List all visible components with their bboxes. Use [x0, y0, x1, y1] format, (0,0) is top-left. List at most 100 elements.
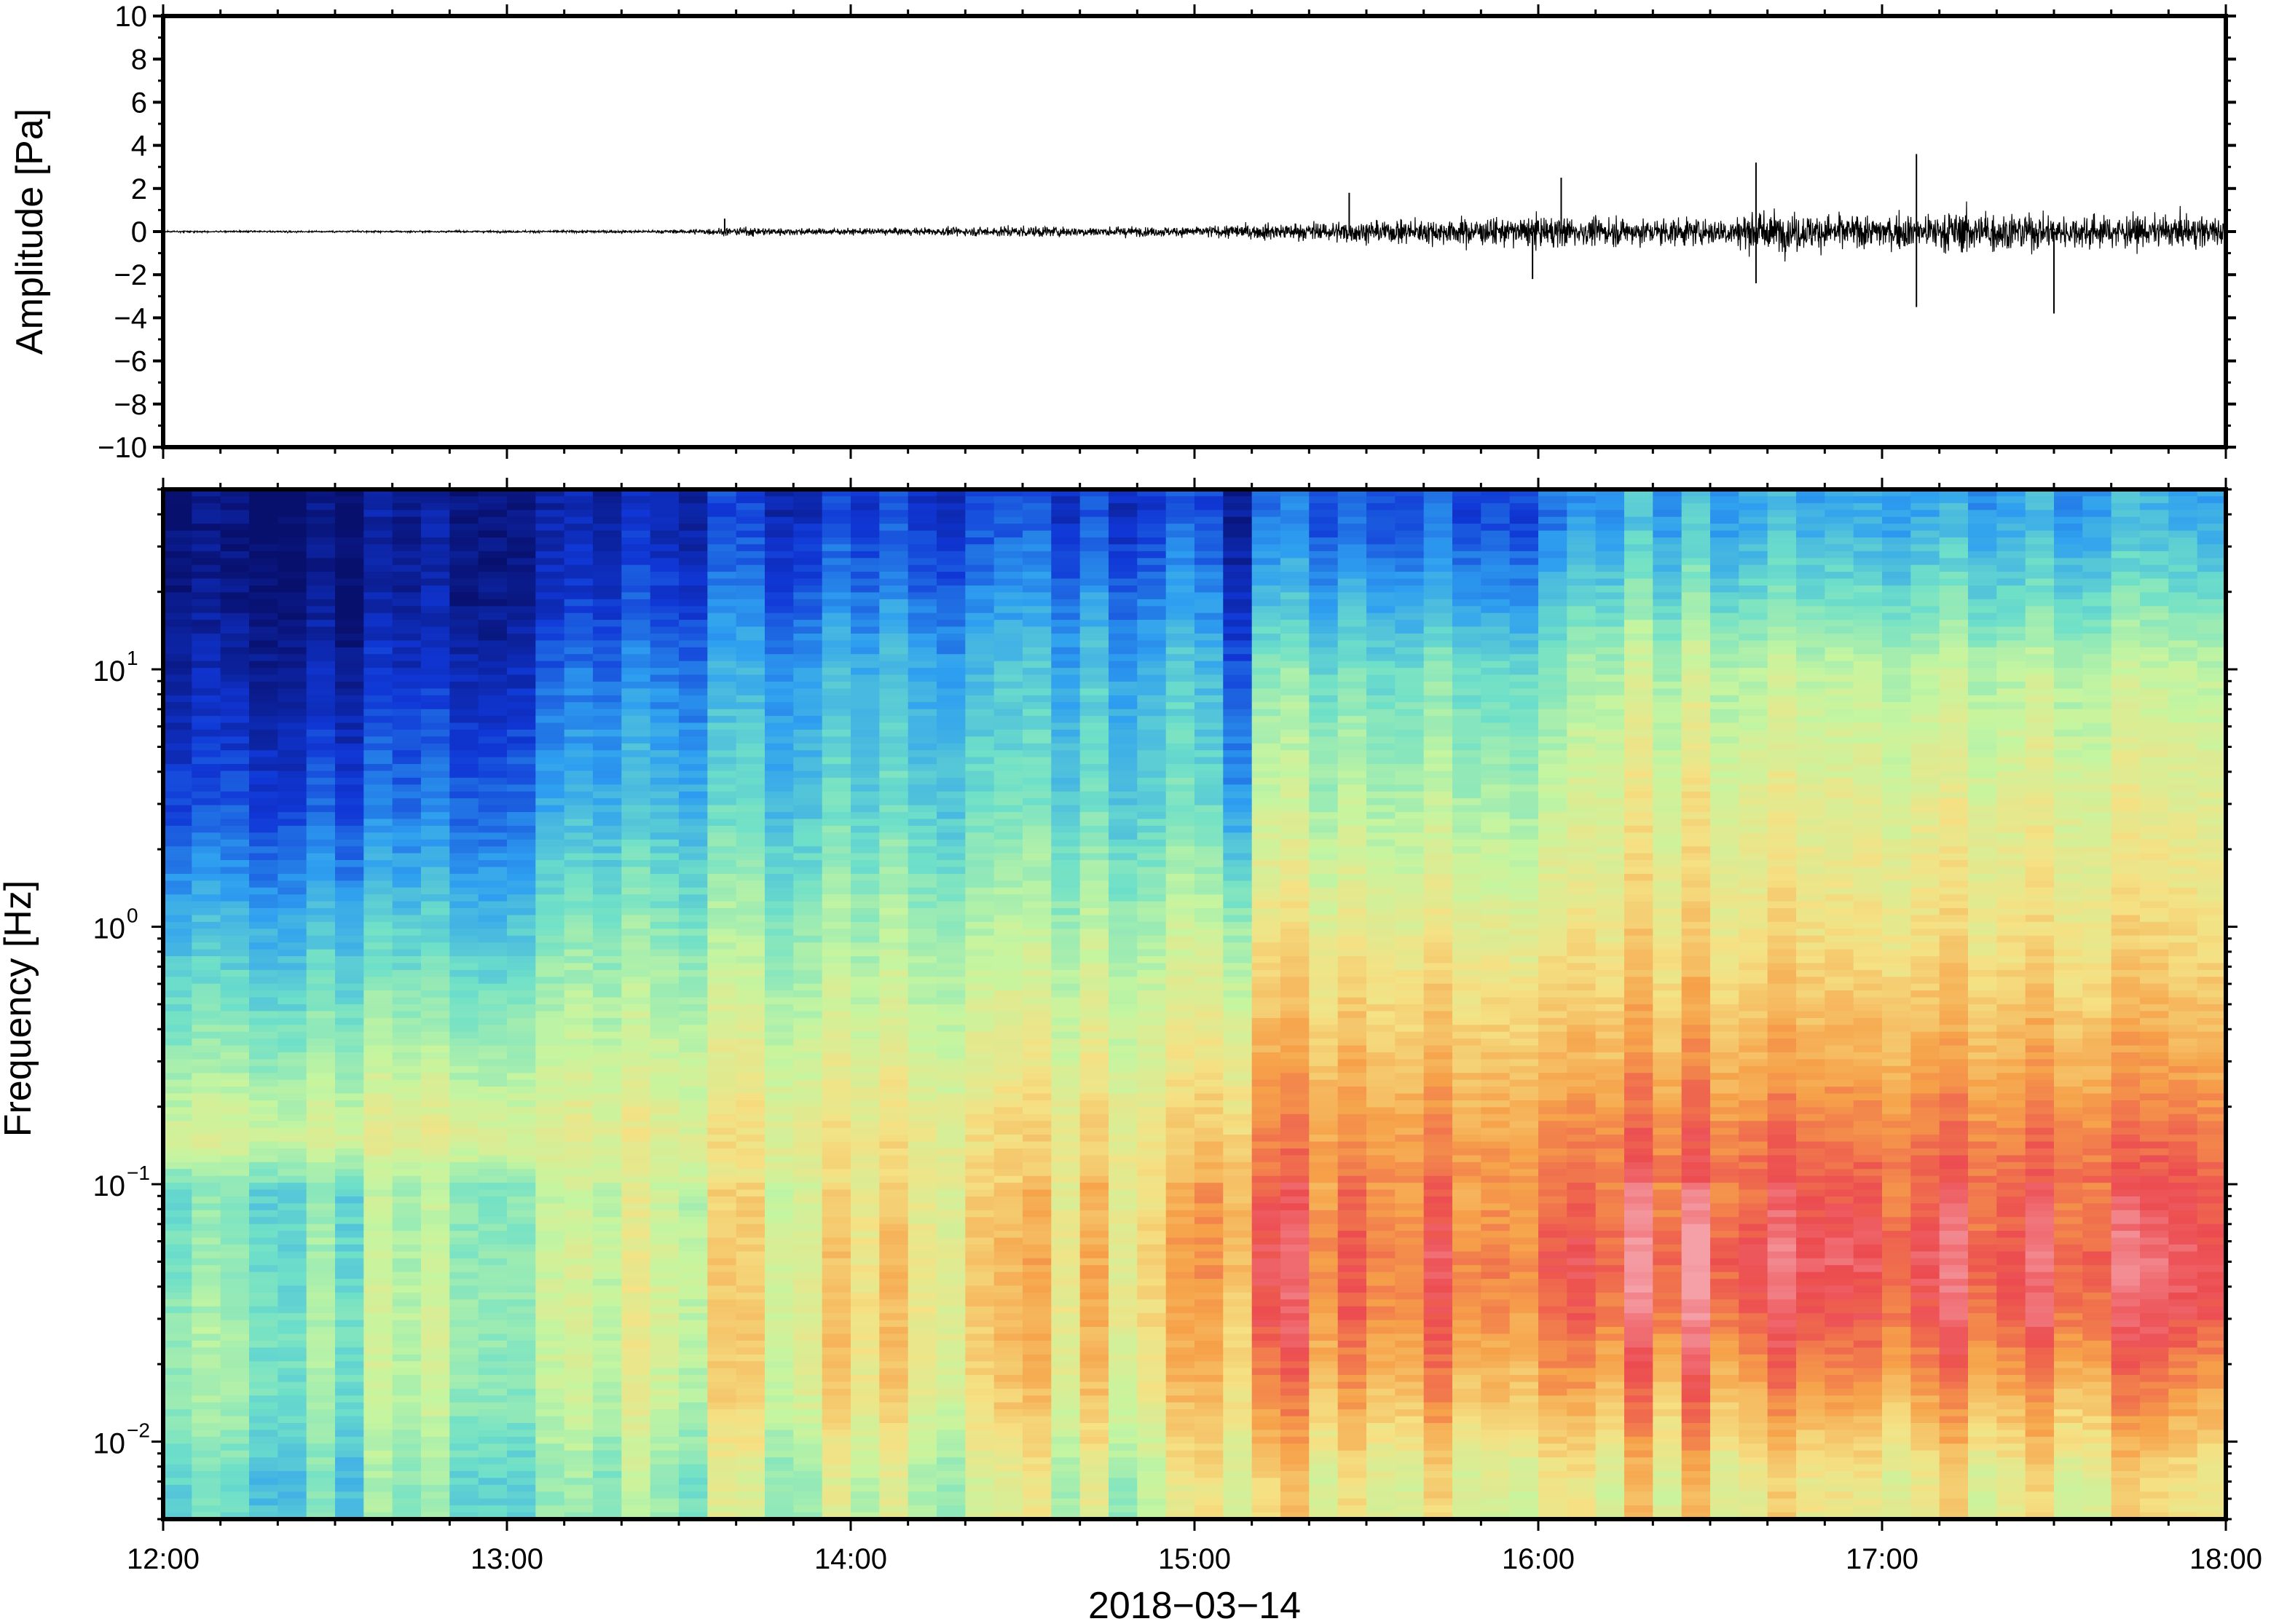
spectrogram-cell: [822, 681, 851, 690]
spectrogram-cell: [736, 1237, 765, 1245]
spectrogram-cell: [937, 873, 967, 882]
spectrogram-cell: [1051, 853, 1081, 861]
spectrogram-cell: [679, 764, 709, 772]
spectrogram-cell: [278, 860, 307, 868]
spectrogram-cell: [1023, 908, 1052, 916]
spectrogram-cell: [478, 647, 508, 655]
spectrogram-cell: [392, 819, 422, 827]
spectrogram-cell: [421, 709, 451, 717]
spectrogram-cell: [535, 1491, 565, 1499]
spectrogram-cell: [306, 825, 336, 834]
spectrogram-cell: [564, 1100, 594, 1108]
spectrogram-cell: [1051, 1395, 1081, 1403]
spectrogram-cell: [650, 1079, 680, 1087]
spectrogram-cell: [449, 558, 479, 566]
spectrogram-cell: [879, 1464, 909, 1472]
spectrogram-cell: [1023, 1052, 1052, 1060]
spectrogram-cell: [822, 530, 851, 538]
spectrogram-cell: [449, 1430, 479, 1438]
spectrogram-cell: [192, 963, 221, 971]
spectrogram-cell: [535, 1423, 565, 1431]
spectrogram-cell: [220, 805, 250, 813]
spectrogram-cell: [822, 599, 851, 607]
spectrogram-cell: [879, 1065, 909, 1073]
spectrogram-cell: [1023, 832, 1052, 840]
spectrogram-cell: [163, 1285, 193, 1293]
spectrogram-cell: [593, 867, 623, 875]
spectrogram-cell: [220, 1320, 250, 1328]
spectrogram-cell: [965, 1107, 995, 1115]
spectrogram-cell: [908, 1162, 937, 1170]
spectrogram-cell: [993, 1285, 1023, 1293]
spectrogram-cell: [937, 819, 967, 827]
spectrogram-cell: [993, 1107, 1023, 1115]
spectrogram-cell: [421, 1169, 451, 1177]
spectrogram-cell: [851, 599, 881, 607]
spectrogram-cell: [621, 901, 651, 909]
spectrogram-cell: [192, 674, 221, 682]
spectrogram-cell: [937, 908, 967, 916]
spectrogram-cell: [363, 578, 393, 586]
spectrogram-cell: [736, 791, 765, 799]
spectrogram-cell: [822, 1327, 851, 1335]
spectrogram-cell: [621, 1113, 651, 1122]
spectrogram-cell: [879, 983, 909, 991]
spectrogram-cell: [163, 681, 193, 690]
spectrogram-cell: [993, 722, 1023, 730]
spectrogram-cell: [306, 1025, 336, 1033]
spectrogram-cell: [851, 695, 881, 703]
spectrogram-cell: [335, 1478, 365, 1486]
spectrogram-cell: [851, 681, 881, 690]
spectrogram-cell: [564, 1141, 594, 1149]
spectrogram-cell: [765, 997, 795, 1005]
spectrogram-cell: [335, 537, 365, 545]
spectrogram-cell: [736, 1443, 765, 1451]
spectrogram-cell: [535, 819, 565, 827]
spectrogram-cell: [593, 935, 623, 943]
spectrogram-cell: [220, 1388, 250, 1397]
spectrogram-cell: [306, 702, 336, 710]
spectrogram-cell: [220, 510, 250, 518]
spectrogram-cell: [278, 1457, 307, 1465]
spectrogram-cell: [851, 805, 881, 813]
spectrogram-cell: [593, 564, 623, 572]
spectrogram-cell: [478, 1155, 508, 1163]
spectrogram-cell: [593, 1436, 623, 1445]
spectrogram-cell: [535, 1059, 565, 1067]
spectrogram-cell: [793, 722, 823, 730]
spectrogram-cell: [993, 1011, 1023, 1019]
spectrogram-cell: [879, 1279, 909, 1287]
spectrogram-cell: [192, 1333, 221, 1341]
spectrogram-cell: [507, 1079, 537, 1087]
spectrogram-cell: [220, 1059, 250, 1067]
spectrogram-cell: [163, 1279, 193, 1287]
spectrogram-cell: [192, 901, 221, 909]
spectrogram-cell: [621, 1313, 651, 1321]
spectrogram-cell: [507, 860, 537, 868]
spectrogram-cell: [707, 606, 737, 614]
spectrogram-cell: [192, 846, 221, 854]
spectrogram-cell: [564, 1416, 594, 1424]
spectrogram-cell: [507, 935, 537, 943]
spectrogram-cell: [851, 1512, 881, 1519]
spectrogram-cell: [937, 867, 967, 875]
spectrogram-cell: [507, 1443, 537, 1451]
spectrogram-cell: [306, 1402, 336, 1410]
spectrogram-cell: [621, 695, 651, 703]
spectrogram-cell: [1023, 620, 1052, 628]
spectrogram-cell: [335, 1223, 365, 1231]
spectrogram-cell: [564, 640, 594, 648]
spectrogram-cell: [392, 1423, 422, 1431]
spectrogram-cell: [593, 1375, 623, 1383]
spectrogram-cell: [879, 1031, 909, 1039]
spectrogram-cell: [507, 1471, 537, 1479]
spectrogram-cell: [507, 1025, 537, 1033]
spectrogram-cell: [392, 688, 422, 696]
spectrogram-cell: [707, 1505, 737, 1513]
spectrogram-cell: [507, 1052, 537, 1060]
spectrogram-cell: [564, 825, 594, 834]
spectrogram-cell: [392, 709, 422, 717]
spectrogram-cell: [535, 969, 565, 978]
spectrogram-cell: [535, 1436, 565, 1445]
spectrogram-cell: [993, 777, 1023, 786]
